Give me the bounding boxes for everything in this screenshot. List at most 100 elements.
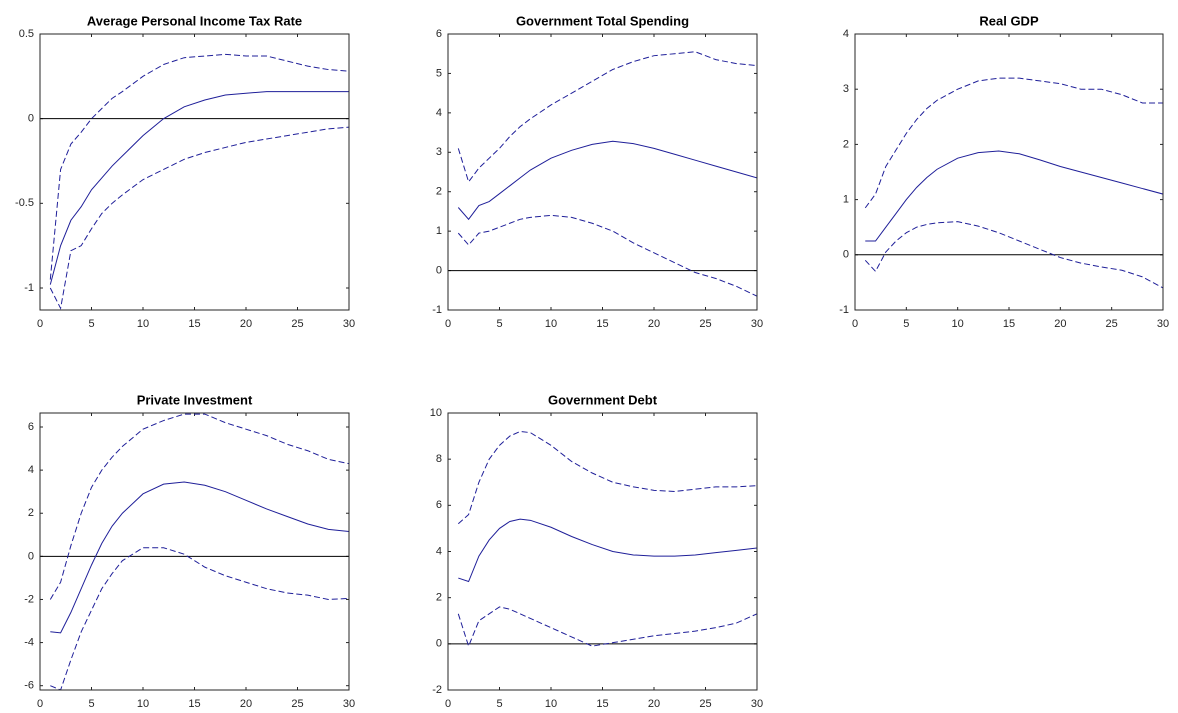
x-tick-label: 20 [240, 698, 252, 710]
subplot-title: Average Personal Income Tax Rate [87, 13, 302, 28]
y-tick-label: 0.5 [19, 28, 34, 40]
y-tick-label: 6 [436, 499, 442, 511]
x-tick-label: 30 [751, 698, 763, 710]
x-tick-label: 25 [1106, 318, 1118, 330]
plot-lines [40, 53, 349, 310]
y-tick-label: 1 [436, 225, 442, 237]
x-tick-label: 5 [88, 698, 94, 710]
x-tick-label: 10 [137, 318, 149, 330]
y-tick-label: 0 [28, 550, 34, 562]
x-tick-label: 30 [1157, 318, 1169, 330]
axes-box [447, 33, 758, 311]
x-tick-label: 20 [1054, 318, 1066, 330]
y-tick-label: 3 [843, 83, 849, 95]
x-tick-label: 0 [37, 318, 43, 330]
y-tick-label: 3 [436, 146, 442, 158]
y-tick-label: -2 [24, 593, 34, 605]
y-tick-label: 2 [436, 592, 442, 604]
y-tick-label: -4 [24, 636, 34, 648]
x-tick-label: 15 [596, 698, 608, 710]
x-tick-label: 5 [88, 318, 94, 330]
x-tick-label: 5 [496, 698, 502, 710]
subplot: Average Personal Income Tax Rate 0 5 10 15 20… [15, 13, 355, 329]
band-line [864, 77, 1163, 209]
x-tick-label: 20 [240, 318, 252, 330]
plot-lines [40, 413, 349, 690]
y-tick-label: -1 [432, 304, 442, 316]
y-tick-label: 2 [843, 138, 849, 150]
x-tick-label: 30 [751, 318, 763, 330]
x-tick-label: 25 [291, 318, 303, 330]
y-tick-label: 2 [436, 186, 442, 198]
response-line [457, 140, 757, 221]
x-tick-label: 30 [343, 318, 355, 330]
x-tick-label: 10 [137, 698, 149, 710]
subplot-title: Real GDP [979, 13, 1039, 28]
response-line [865, 150, 1163, 242]
band-line [864, 221, 1163, 289]
x-tick-label: 20 [648, 698, 660, 710]
plot-area [40, 34, 349, 310]
y-tick-label: -6 [24, 680, 34, 692]
band-line [49, 53, 349, 280]
y-tick-label: 0 [436, 638, 442, 650]
band-line [457, 51, 757, 183]
plot-lines [448, 430, 757, 648]
band-line [49, 126, 349, 310]
plot-area [448, 413, 757, 690]
x-tick-label: 0 [445, 318, 451, 330]
plot-area [855, 34, 1163, 310]
band-line [49, 413, 349, 600]
band-line [457, 214, 757, 297]
x-tick-label: 25 [699, 318, 711, 330]
band-line [457, 606, 757, 648]
y-tick-label: 6 [436, 28, 442, 40]
x-tick-label: 10 [545, 698, 557, 710]
plot-lines [855, 77, 1163, 289]
y-tick-label: 0 [843, 249, 849, 261]
x-tick-label: 15 [596, 318, 608, 330]
subplot: Private Investment 0 5 10 15 20 25 30 -6 -4 -2 0 2 4 6 [24, 392, 355, 709]
x-tick-label: 20 [648, 318, 660, 330]
subplot-title: Government Total Spending [516, 13, 689, 28]
x-tick-label: 30 [343, 698, 355, 710]
y-tick-label: 4 [843, 28, 849, 40]
x-tick-label: 15 [188, 698, 200, 710]
x-tick-label: 0 [445, 698, 451, 710]
y-tick-label: 0 [436, 264, 442, 276]
x-tick-label: 25 [699, 698, 711, 710]
band-line [50, 547, 349, 690]
x-tick-label: 10 [952, 318, 964, 330]
y-tick-label: -1 [839, 304, 849, 316]
x-tick-label: 15 [1003, 318, 1015, 330]
response-line [50, 481, 349, 634]
y-tick-label: 2 [28, 507, 34, 519]
y-tick-label: -1 [24, 282, 34, 294]
x-tick-label: 5 [903, 318, 909, 330]
plot-lines [448, 51, 757, 297]
y-tick-label: -0.5 [15, 197, 34, 209]
band-line [457, 430, 757, 525]
axes-box [854, 33, 1164, 311]
x-tick-label: 25 [291, 698, 303, 710]
response-line [49, 91, 349, 285]
y-tick-label: 4 [436, 107, 442, 119]
x-tick-label: 0 [37, 698, 43, 710]
y-tick-label: -2 [432, 684, 442, 696]
x-tick-label: 0 [852, 318, 858, 330]
y-tick-label: 10 [430, 407, 442, 419]
x-tick-label: 10 [545, 318, 557, 330]
axes-box [447, 412, 758, 691]
y-tick-label: 0 [28, 113, 34, 125]
x-tick-label: 15 [188, 318, 200, 330]
subplot-title: Private Investment [137, 392, 253, 407]
y-tick-label: 1 [843, 194, 849, 206]
y-tick-label: 6 [28, 421, 34, 433]
plot-area [40, 413, 349, 690]
plot-area [448, 34, 757, 310]
response-line [458, 518, 757, 583]
